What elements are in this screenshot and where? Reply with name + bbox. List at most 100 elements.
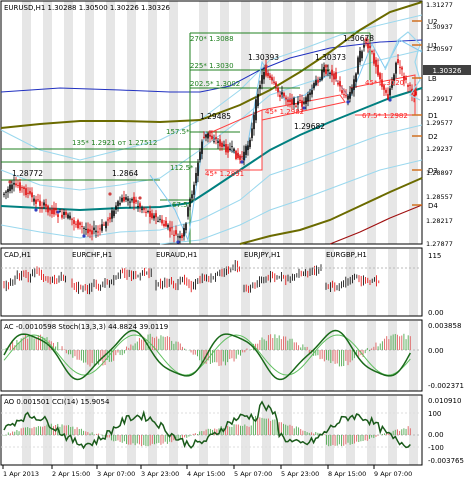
fractal-marker xyxy=(82,234,86,238)
session-band xyxy=(304,249,313,316)
svg-text:0.003858: 0.003858 xyxy=(428,322,461,330)
candle-body xyxy=(235,150,237,159)
session-band xyxy=(388,1,397,244)
candle-body xyxy=(109,217,111,220)
time-label: 3 Apr 07:00 xyxy=(97,470,135,478)
candle-body xyxy=(361,51,363,59)
candle-body xyxy=(79,222,81,225)
candle-body xyxy=(305,97,307,104)
candle-body xyxy=(319,78,321,81)
session-band xyxy=(241,249,250,316)
candle-body xyxy=(333,73,335,80)
candle-body xyxy=(283,92,285,97)
candle-body xyxy=(105,222,107,229)
label-g675b: 67.5* 1.2982 xyxy=(362,112,408,120)
candle-body xyxy=(317,79,319,83)
candle-body xyxy=(193,184,195,195)
candle-body xyxy=(209,134,211,137)
session-band xyxy=(346,1,355,244)
candle-body xyxy=(119,202,121,205)
candle-body xyxy=(89,229,91,232)
fib-box-2 xyxy=(261,94,346,121)
session-band xyxy=(148,321,157,391)
candle-body xyxy=(53,208,55,215)
candle-body xyxy=(339,81,341,87)
candle-body xyxy=(273,81,275,83)
session-band xyxy=(409,1,418,244)
session-band xyxy=(220,321,229,391)
candle-body xyxy=(27,192,29,194)
price-tick: 1.27877 xyxy=(426,240,453,248)
session-band xyxy=(148,396,157,465)
ac-stoch-panel[interactable] xyxy=(1,329,421,381)
price-chart[interactable]: EURUSD,H1 1.30288 1.30500 1.30226 1.3032… xyxy=(0,1,423,245)
candle-body xyxy=(67,214,69,219)
candle-body xyxy=(353,79,355,90)
candle-body xyxy=(261,75,263,84)
svg-text:-100: -100 xyxy=(428,444,444,452)
candle-body xyxy=(379,73,381,80)
candle-body xyxy=(29,191,31,194)
candle-body xyxy=(331,69,333,76)
projection-path xyxy=(384,31,421,101)
ao-panel-frame xyxy=(0,394,423,466)
candle-body xyxy=(161,219,163,224)
candle-body xyxy=(55,208,57,211)
session-band xyxy=(169,321,178,391)
candle-body xyxy=(255,99,257,121)
candle-body xyxy=(61,214,63,218)
candle-body xyxy=(63,211,65,215)
session-band xyxy=(262,321,271,391)
candle-body xyxy=(313,82,315,89)
candle-body xyxy=(143,208,145,210)
candle-body xyxy=(185,223,187,231)
session-band xyxy=(367,1,376,244)
candle-body xyxy=(19,182,21,191)
label-g225: 225* 1.3030 xyxy=(190,62,234,70)
session-band xyxy=(388,321,397,391)
candle-body xyxy=(269,75,271,79)
candle-body xyxy=(229,148,231,151)
session-band xyxy=(220,1,229,244)
candle-body xyxy=(323,66,325,73)
candle-body xyxy=(371,50,373,53)
candle-body xyxy=(139,203,141,208)
candle-body xyxy=(51,209,53,214)
candle-body xyxy=(279,94,281,98)
candle-body xyxy=(227,146,229,153)
time-axis: 1 Apr 2013 2 Apr 15:00 3 Apr 07:00 3 Apr 23… xyxy=(2,465,412,478)
candle-body xyxy=(223,144,225,146)
session-band xyxy=(241,396,250,465)
candle-body xyxy=(309,92,311,95)
session-band xyxy=(325,249,334,316)
svg-text:-0.002371: -0.002371 xyxy=(428,382,464,390)
envelope-lower-outer xyxy=(159,159,423,245)
session-band xyxy=(409,249,418,316)
candle-body xyxy=(369,45,371,48)
ac-header: AC -0.0010598 Stoch(13,3,3) 44.8824 39.0… xyxy=(4,323,168,331)
time-label: 5 Apr 07:00 xyxy=(234,470,272,478)
fractal-marker xyxy=(8,180,12,184)
session-band xyxy=(241,1,250,244)
cross-label: EURGBP,H1 xyxy=(326,251,367,259)
candle-body xyxy=(311,90,313,95)
fractal-marker xyxy=(324,64,328,68)
session-band xyxy=(346,396,355,465)
candle-body xyxy=(171,227,173,229)
ao-cci-panel[interactable] xyxy=(1,400,421,450)
candle-body xyxy=(23,187,25,190)
cross-pairs-panel[interactable]: CAD,H1 EURCHF,H1 EURAUD,H1 EURJPY,H1 EURGBP,… xyxy=(1,251,421,295)
candle-body xyxy=(387,94,389,100)
candle-body xyxy=(267,73,269,77)
candle-body xyxy=(347,95,349,100)
candle-body xyxy=(389,88,391,96)
price-tick: 1.28897 xyxy=(426,169,453,177)
session-band xyxy=(262,1,271,244)
session-band xyxy=(64,249,73,316)
red-ma-lower xyxy=(329,204,423,245)
candle-body xyxy=(363,44,365,48)
candle-body xyxy=(45,203,47,207)
candle-body xyxy=(49,209,51,211)
candle-body xyxy=(217,141,219,143)
session-band xyxy=(409,321,418,391)
